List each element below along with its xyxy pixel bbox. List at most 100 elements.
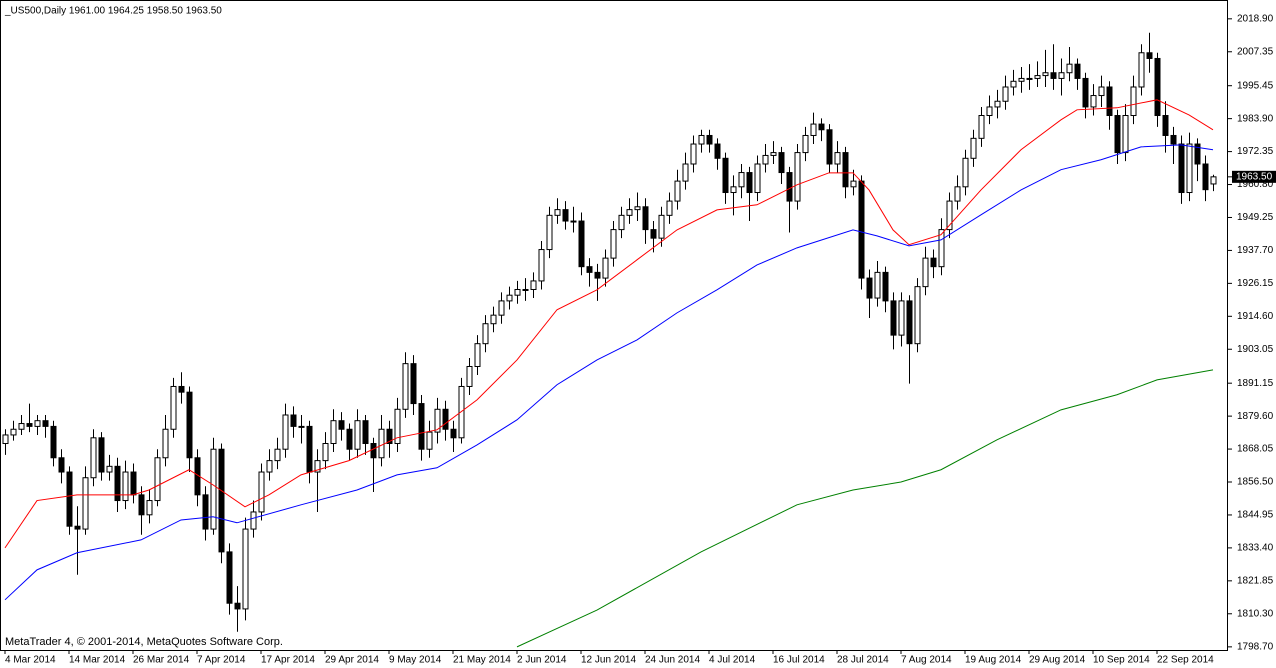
candle-body (786, 172, 793, 202)
x-tick-label: 24 Jun 2014 (645, 655, 700, 666)
candle-body (698, 134, 705, 145)
candle-body (242, 528, 249, 610)
candle-body (618, 214, 625, 231)
candle-body (2, 434, 9, 445)
candle-body (1010, 80, 1017, 88)
y-tick-label: 1903.05 (1237, 344, 1274, 355)
y-tick-label: 1810.30 (1237, 608, 1274, 619)
candle-body (82, 477, 89, 530)
y-tick-label: 2018.90 (1237, 13, 1274, 24)
candle-body (330, 420, 337, 445)
y-tick-label: 1949.25 (1237, 212, 1274, 223)
candle-body (970, 137, 977, 159)
candle-body (170, 385, 177, 430)
candle-body (570, 220, 577, 223)
candle-body (594, 271, 601, 279)
candle-body (18, 423, 25, 430)
candle-body (362, 420, 369, 445)
candle-body (490, 314, 497, 325)
candle-body (778, 152, 785, 174)
candle-body (1186, 143, 1193, 194)
candle-body (122, 471, 129, 502)
candle-body (178, 385, 185, 393)
candle-body (74, 525, 81, 530)
candle-body (738, 172, 745, 188)
candle-body (1098, 86, 1105, 97)
x-tick-label: 26 Mar 2014 (133, 655, 190, 666)
y-tick-label: 1914.60 (1237, 311, 1274, 322)
candle-body (354, 420, 361, 450)
candle-body (770, 152, 777, 156)
candle-body (746, 172, 753, 194)
candle-body (114, 465, 121, 502)
candle-body (482, 323, 489, 345)
candle-body (58, 457, 65, 473)
x-tick-label: 12 Jun 2014 (581, 655, 636, 666)
candle-body (866, 277, 873, 299)
candle-body (714, 143, 721, 159)
y-tick-label: 1821.85 (1237, 575, 1274, 586)
candle-body (418, 403, 425, 450)
candle-body (1146, 52, 1153, 59)
candle-body (450, 428, 457, 439)
candle-body (706, 134, 713, 145)
candle-body (314, 460, 321, 473)
candle-body (578, 220, 585, 268)
candle-body (1002, 86, 1009, 102)
x-tick-label: 29 Aug 2014 (1029, 655, 1086, 666)
candle-body (186, 391, 193, 459)
y-tick-label: 1844.95 (1237, 510, 1274, 521)
candle-body (466, 365, 473, 387)
candle-body (842, 152, 849, 188)
x-tick-label: 4 Mar 2014 (5, 655, 56, 666)
candle-body (1042, 72, 1049, 77)
candle-body (1082, 77, 1089, 108)
candle-body (514, 288, 521, 296)
y-tick-label: 1926.15 (1237, 278, 1274, 289)
x-tick-label: 19 Aug 2014 (965, 655, 1022, 666)
candle-body (226, 551, 233, 604)
candle-body (146, 500, 153, 516)
candle-body (794, 152, 801, 202)
candle-body (426, 431, 433, 450)
candle-body (1018, 77, 1025, 82)
candle-body (810, 123, 817, 136)
candle-body (266, 460, 273, 473)
candle-body (258, 471, 265, 513)
candle-body (754, 163, 761, 194)
candle-body (1130, 86, 1137, 117)
x-tick-label: 17 Apr 2014 (261, 655, 315, 666)
candle-body (34, 420, 41, 427)
candle-body (26, 423, 33, 427)
x-tick-label: 9 May 2014 (389, 655, 442, 666)
candle-body (298, 425, 305, 428)
x-tick-label: 21 May 2014 (453, 655, 511, 666)
candle-body (1202, 163, 1209, 191)
candle-body (946, 200, 953, 231)
last-price-label: 1963.50 (1236, 171, 1273, 182)
candle-body (874, 271, 881, 299)
candle-body (522, 288, 529, 291)
footer: MetaTrader 4, © 2001-2014, MetaQuotes So… (5, 636, 283, 648)
candle-body (634, 206, 641, 211)
y-tick-label: 1856.50 (1237, 477, 1274, 488)
candle-body (42, 420, 49, 427)
candle-body (626, 209, 633, 216)
candle-body (930, 257, 937, 268)
candle-body (610, 229, 617, 259)
candle-body (834, 152, 841, 165)
y-tick-label: 1972.35 (1237, 146, 1274, 157)
candle-body (978, 115, 985, 139)
candle-body (986, 106, 993, 117)
candle-body (202, 494, 209, 530)
candle-body (1194, 143, 1201, 165)
candle-body (850, 180, 857, 188)
candle-body (898, 300, 905, 336)
candle-body (602, 257, 609, 279)
candle-body (1178, 143, 1185, 194)
candle-body (306, 425, 313, 473)
y-tick-label: 1995.45 (1237, 80, 1274, 91)
candle-body (762, 154, 769, 165)
candle-body (818, 123, 825, 131)
moving-average (516, 369, 1214, 648)
